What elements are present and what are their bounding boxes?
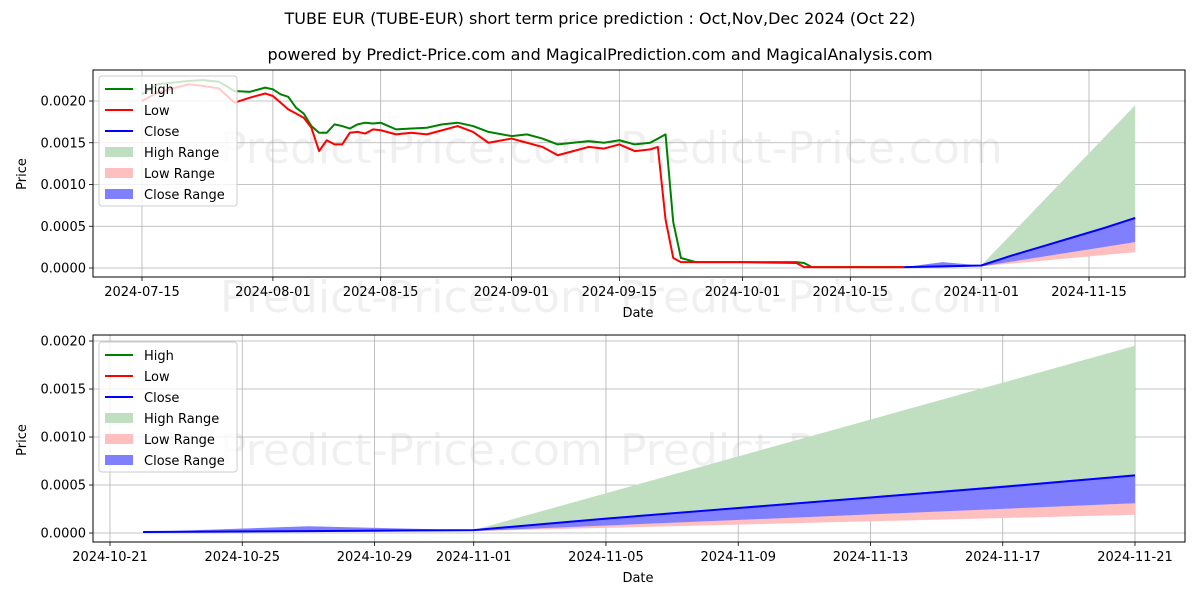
top-range-fills [904,105,1136,268]
bottom-series-lines [143,474,1136,534]
y-tick-label: 0.0020 [41,95,87,110]
legend-box [98,341,238,473]
legend-label: Close Range [144,188,225,203]
x-tick-label: 2024-11-09 [700,550,776,565]
legend-label: Low Range [144,167,215,182]
y-tick-label: 0.0005 [41,220,87,235]
legend-label: Low [144,370,170,385]
close-range-legend-swatch [105,189,133,199]
y-tick-label: 0.0005 [41,479,87,494]
x-tick-label: 2024-08-01 [235,285,311,300]
watermark: Predict-Price.com [220,425,603,476]
legend-label: High [144,349,174,364]
high-range-legend-swatch [105,147,133,157]
bottom-y-axis-label: Price [15,424,30,456]
watermark: Predict-Price.com [220,123,603,174]
y-tick-label: 0.0010 [41,178,87,193]
legend-label: Close [144,125,179,140]
chart-subtitle: powered by Predict-Price.com and Magical… [267,45,933,64]
bottom-x-axis-label: Date [622,571,653,586]
y-tick-label: 0.0000 [41,527,87,542]
x-tick-label: 2024-11-01 [943,285,1019,300]
close-range-area [143,474,1135,533]
watermark: Predict-Price.com [220,272,603,323]
legend-label: High Range [144,146,219,161]
y-tick-label: 0.0020 [41,335,87,350]
close-line [904,216,1136,269]
x-tick-label: 2024-09-15 [582,285,658,300]
top-legend: High Low Close High Range Low Range Close Ran… [98,75,238,207]
x-tick-label: 2024-10-15 [813,285,889,300]
x-tick-label: 2024-10-01 [705,285,781,300]
x-tick-label: 2024-10-29 [337,550,413,565]
high-range-legend-swatch [105,413,133,423]
y-tick-label: 0.0000 [41,262,87,277]
legend-box [98,75,238,207]
x-tick-label: 2024-09-01 [474,285,550,300]
watermark: Predict-Price.com [620,123,1003,174]
x-tick-label: 2024-11-01 [436,550,512,565]
low-range-legend-swatch [105,168,133,178]
close-range-legend-swatch [105,455,133,465]
top-y-axis: 0.0000 0.0005 0.0010 0.0015 0.0020 [41,95,93,277]
close-line [143,474,1136,534]
top-x-axis-label: Date [622,306,653,321]
x-tick-label: 2024-11-17 [965,550,1041,565]
x-tick-label: 2024-11-05 [568,550,644,565]
high-range-area [981,105,1136,266]
y-tick-label: 0.0015 [41,136,87,151]
top-axes-frame [92,69,1186,278]
bottom-axes-frame [92,334,1186,543]
bottom-chart: Predict-Price.com Predict-Price.com 0.00… [15,334,1186,586]
watermark: Predict-Price.com [620,272,1003,323]
top-x-axis: 2024-07-15 2024-08-01 2024-08-15 2024-09-01… [104,277,1127,300]
legend-label: Low Range [144,433,215,448]
x-tick-label: 2024-10-21 [72,550,148,565]
top-series-lines [141,79,1136,269]
legend-label: Low [144,104,170,119]
y-tick-label: 0.0015 [41,383,87,398]
x-tick-label: 2024-10-25 [204,550,280,565]
high-line [141,79,905,269]
low-line [141,83,905,269]
legend-label: Close [144,391,179,406]
legend-label: Close Range [144,454,225,469]
x-tick-label: 2024-11-21 [1097,550,1173,565]
low-range-legend-swatch [105,434,133,444]
bottom-range-fills [143,345,1135,533]
top-chart: Predict-Price.com Predict-Price.com Pred… [15,69,1186,323]
x-tick-label: 2024-08-15 [343,285,419,300]
bottom-x-axis: 2024-10-21 2024-10-25 2024-10-29 2024-11-01… [72,542,1173,565]
legend-label: High [144,83,174,98]
x-tick-label: 2024-07-15 [104,285,180,300]
y-tick-label: 0.0010 [41,431,87,446]
legend-label: High Range [144,412,219,427]
top-y-axis-label: Price [15,158,30,190]
close-range-area [904,217,1136,268]
bottom-legend: High Low Close High Range Low Range Close Ran… [98,341,238,473]
x-tick-label: 2024-11-13 [833,550,909,565]
x-tick-label: 2024-11-15 [1051,285,1127,300]
chart-title: TUBE EUR (TUBE-EUR) short term price pre… [284,9,916,28]
bottom-y-axis: 0.0000 0.0005 0.0010 0.0015 0.0020 [41,335,93,542]
high-range-area [473,345,1135,531]
